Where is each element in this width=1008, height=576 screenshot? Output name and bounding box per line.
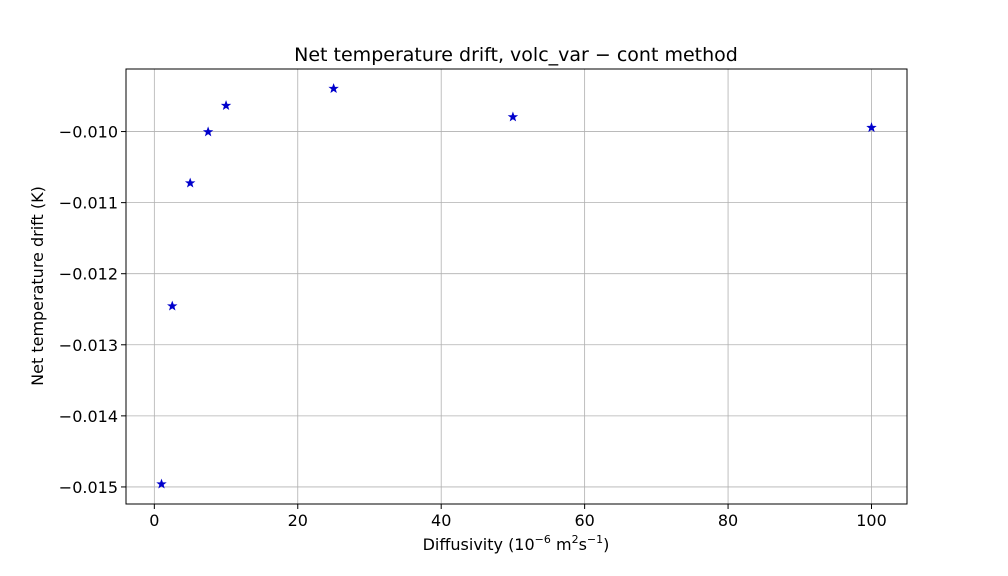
data-points [156, 83, 877, 489]
x-tick-label: 100 [856, 511, 887, 530]
x-tick-label: 20 [288, 511, 308, 530]
y-tick-label: −0.010 [59, 123, 118, 142]
y-tick-label: −0.013 [59, 336, 118, 355]
data-point [507, 111, 519, 122]
x-tick-label: 40 [431, 511, 451, 530]
y-tick-label: −0.014 [59, 407, 118, 426]
x-tick-label: 0 [149, 511, 159, 530]
data-point [328, 83, 339, 93]
data-point [866, 122, 877, 133]
data-point [184, 177, 196, 188]
y-axis-title: Net temperature drift (K) [28, 186, 47, 386]
x-tick-label: 60 [574, 511, 594, 530]
plot-frame [125, 68, 908, 505]
y-tick-label: −0.011 [59, 194, 118, 213]
data-point [202, 126, 214, 137]
x-tick-label: 80 [718, 511, 738, 530]
grid [126, 69, 907, 504]
x-axis: 0 20 40 60 80 100 [149, 504, 887, 530]
y-tick-label: −0.012 [59, 265, 118, 284]
data-point [220, 100, 232, 111]
x-axis-title: Diffusivity (10−6 m2s−1) [423, 533, 610, 554]
y-tick-label: −0.015 [59, 478, 118, 497]
data-point [156, 478, 167, 489]
data-point [167, 300, 178, 311]
chart-title: Net temperature drift, volc_var − cont m… [294, 44, 738, 66]
y-axis: −0.015 −0.014 −0.013 −0.012 −0.011 −0.010 [59, 123, 126, 497]
